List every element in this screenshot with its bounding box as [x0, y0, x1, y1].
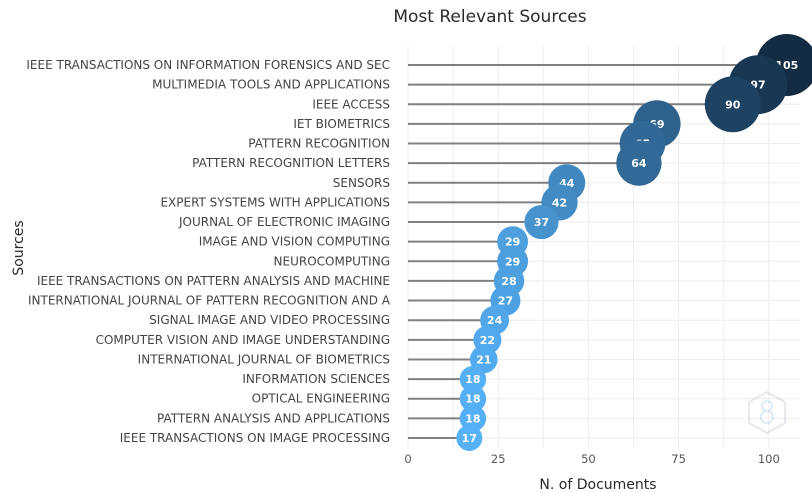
data-value-label: 29 — [505, 255, 520, 268]
data-point[interactable]: 17 — [456, 424, 483, 451]
data-bubble[interactable] — [459, 365, 487, 393]
data-point[interactable]: 64 — [616, 140, 662, 186]
category-label: JOURNAL OF ELECTRONIC IMAGING — [178, 215, 390, 229]
category-label: INFORMATION SCIENCES — [242, 372, 390, 386]
data-bubble[interactable] — [616, 140, 662, 186]
data-bubble[interactable] — [469, 345, 498, 374]
data-point[interactable]: 37 — [524, 204, 559, 240]
data-value-label: 90 — [725, 98, 741, 111]
category-label: INTERNATIONAL JOURNAL OF PATTERN RECOGNI… — [28, 294, 391, 308]
category-label: SIGNAL IMAGE AND VIDEO PROCESSING — [149, 313, 390, 327]
x-tick-label: 75 — [671, 452, 686, 466]
data-value-label: 18 — [465, 393, 480, 406]
data-value-label: 64 — [631, 157, 647, 170]
category-label: OPTICAL ENGINEERING — [252, 392, 390, 406]
data-bubble[interactable] — [524, 204, 559, 240]
data-value-label: 17 — [462, 432, 477, 445]
watermark-circle-bottom — [760, 410, 774, 424]
category-label: SENSORS — [333, 176, 390, 190]
category-label: IEEE ACCESS — [312, 97, 390, 111]
x-axis-ticks: 0 25 50 75 100 — [404, 452, 779, 466]
data-bubble[interactable] — [456, 424, 483, 451]
x-tick-label: 0 — [404, 452, 411, 466]
category-label: IET BIOMETRICS — [293, 117, 390, 131]
category-label: MULTIMEDIA TOOLS AND APPLICATIONS — [152, 78, 390, 92]
data-bubble[interactable] — [459, 405, 487, 432]
watermark-hexagon — [748, 390, 786, 435]
x-tick-label: 50 — [581, 452, 596, 466]
x-tick-label: 25 — [491, 452, 506, 466]
data-bubble[interactable] — [459, 385, 487, 412]
data-value-label: 22 — [480, 334, 495, 347]
data-point[interactable]: 18 — [459, 385, 487, 412]
watermark-logo — [748, 390, 786, 435]
data-value-label: 29 — [505, 236, 520, 249]
data-point[interactable]: 21 — [469, 345, 498, 374]
chart-title: Most Relevant Sources — [393, 7, 586, 27]
category-label: IEEE TRANSACTIONS ON PATTERN ANALYSIS AN… — [37, 274, 390, 288]
x-tick-label: 100 — [758, 452, 780, 466]
data-value-label: 28 — [501, 275, 516, 288]
category-label: PATTERN RECOGNITION — [248, 137, 390, 151]
category-label: COMPUTER VISION AND IMAGE UNDERSTANDING — [96, 333, 390, 347]
category-label: PATTERN RECOGNITION LETTERS — [192, 156, 390, 170]
data-value-label: 37 — [534, 216, 549, 229]
category-label: IMAGE AND VISION COMPUTING — [199, 235, 390, 249]
data-point[interactable]: 18 — [459, 365, 487, 393]
data-value-label: 24 — [487, 314, 503, 327]
data-value-label: 21 — [476, 353, 491, 366]
data-value-label: 27 — [498, 295, 513, 308]
category-label: PATTERN ANALYSIS AND APPLICATIONS — [157, 411, 390, 425]
data-bubble[interactable] — [704, 76, 761, 133]
x-axis-title: N. of Documents — [539, 477, 656, 492]
y-axis-title: Sources — [11, 220, 27, 275]
category-label: IEEE TRANSACTIONS ON IMAGE PROCESSING — [120, 431, 390, 445]
data-value-label: 18 — [465, 412, 480, 425]
data-value-label: 42 — [552, 196, 567, 209]
category-label: NEUROCOMPUTING — [274, 254, 390, 268]
watermark-circle-top — [761, 400, 773, 412]
category-label: EXPERT SYSTEMS WITH APPLICATIONS — [160, 195, 390, 209]
bubble-layer: 1059790696564444237292928272422211818181… — [456, 34, 812, 451]
category-label: INTERNATIONAL JOURNAL OF BIOMETRICS — [138, 352, 390, 366]
category-labels: IEEE TRANSACTIONS ON INFORMATION FORENSI… — [26, 58, 390, 445]
data-value-label: 18 — [465, 373, 480, 386]
data-point[interactable]: 90 — [704, 76, 761, 133]
category-label: IEEE TRANSACTIONS ON INFORMATION FORENSI… — [26, 58, 390, 72]
data-point[interactable]: 18 — [459, 405, 487, 432]
